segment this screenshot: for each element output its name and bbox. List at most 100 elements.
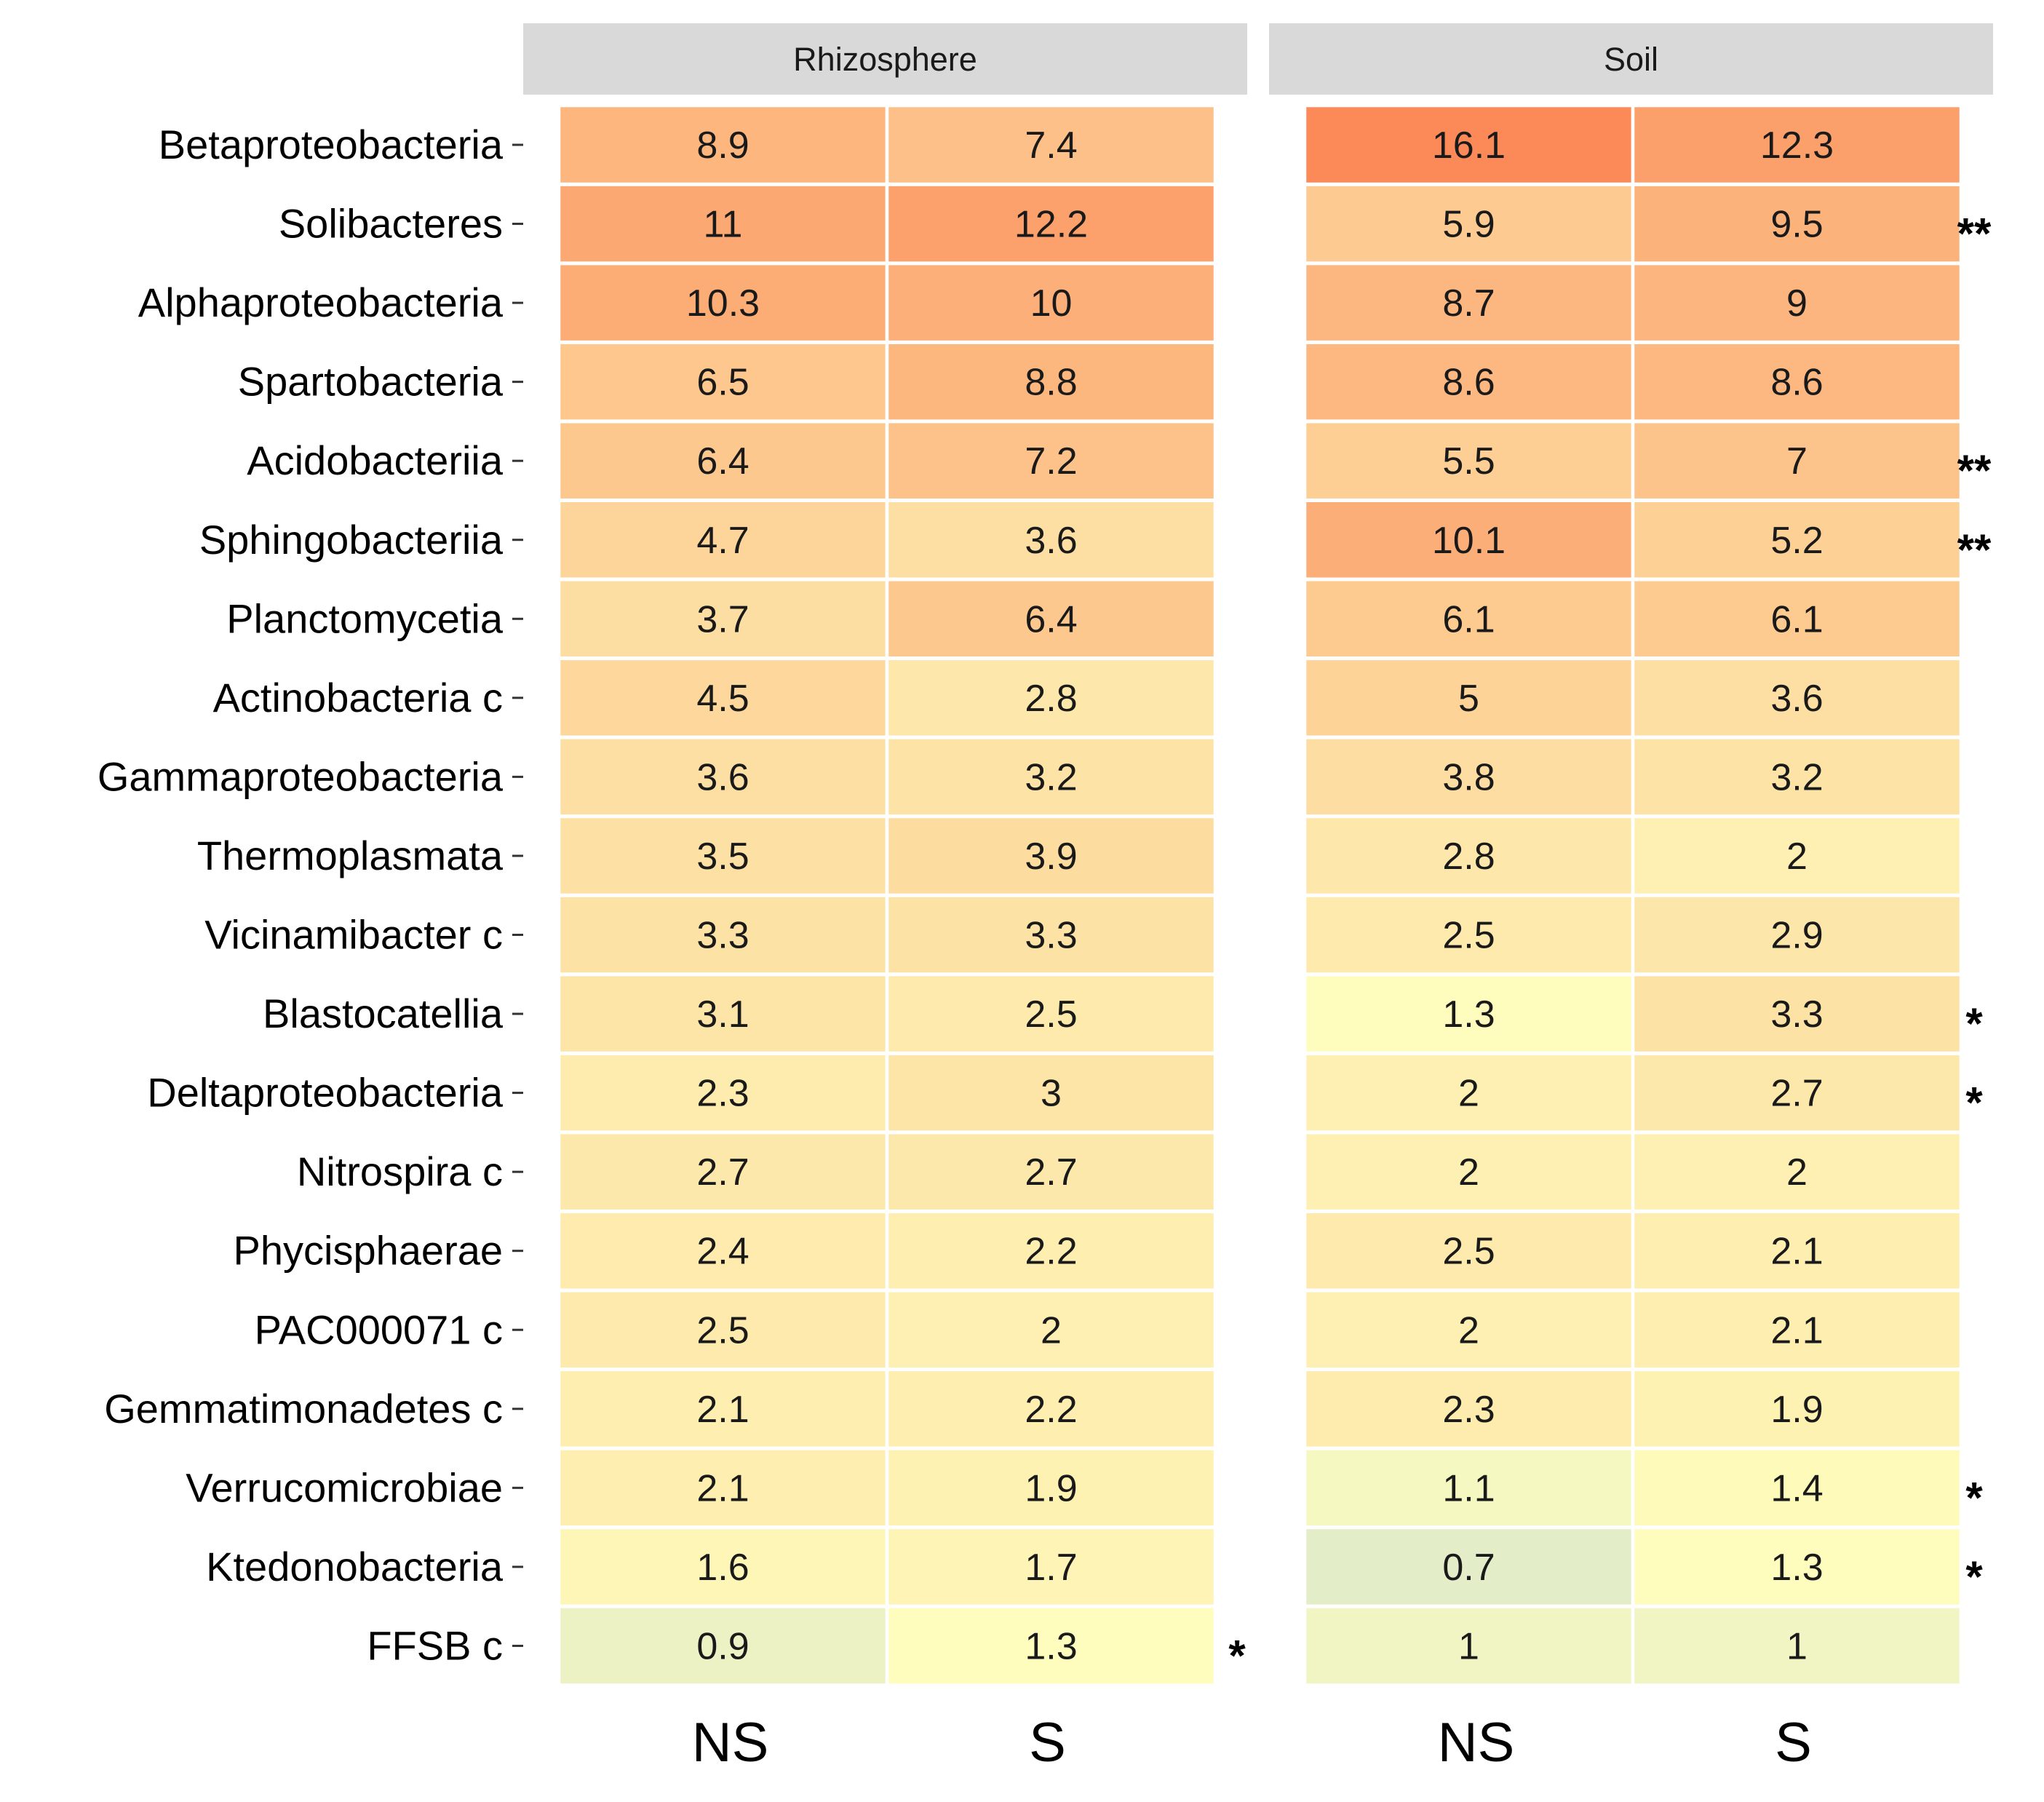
- heatmap-cell: [885, 1447, 1217, 1529]
- row-label: PAC000071 c: [255, 1306, 503, 1352]
- cell-value: 1.6: [696, 1547, 749, 1589]
- heatmap-cell: [1631, 103, 1963, 186]
- cell-value: 3.6: [1025, 520, 1077, 562]
- cell-value: 2.7: [1770, 1073, 1823, 1115]
- heatmap-cell: [885, 103, 1217, 186]
- cell-value: 5: [1458, 678, 1479, 720]
- heatmap-cell: [557, 972, 889, 1055]
- x-tick-label: S: [1775, 1712, 1812, 1774]
- heatmap-cell: [1631, 1525, 1963, 1608]
- facet-strip: [1269, 23, 1993, 95]
- cell-value: 3.6: [1770, 678, 1823, 720]
- row-label: Phycisphaerae: [234, 1228, 503, 1274]
- heatmap-cell: [557, 814, 889, 897]
- cell-value: 4.5: [696, 678, 749, 720]
- cell-value: 2.1: [1770, 1231, 1823, 1273]
- cell-value: 3.3: [696, 915, 749, 957]
- cell-value: 8.6: [1442, 362, 1495, 404]
- cell-value: 10.3: [686, 282, 760, 325]
- heatmap-cell: [1303, 261, 1635, 344]
- cell-value: 1.4: [1770, 1467, 1823, 1509]
- heatmap-cell: [1631, 499, 1963, 581]
- heatmap-cell: [557, 656, 889, 739]
- heatmap-cell: [557, 1052, 889, 1134]
- heatmap-cell: [1303, 894, 1635, 976]
- x-tick-label: NS: [1438, 1712, 1515, 1774]
- cell-value: 1.1: [1442, 1467, 1495, 1509]
- heatmap-cell: [1303, 103, 1635, 186]
- heatmap-cell: [1631, 1447, 1963, 1529]
- cell-value: 8.9: [696, 124, 749, 167]
- heatmap-cell: [1631, 656, 1963, 739]
- row-label: Nitrospira c: [297, 1148, 503, 1194]
- cell-value: 10: [1030, 282, 1073, 325]
- cell-value: 2: [1786, 835, 1808, 878]
- cell-value: 0.9: [696, 1625, 749, 1667]
- cell-value: 3.2: [1025, 756, 1077, 798]
- row-label: Deltaproteobacteria: [147, 1070, 504, 1116]
- row-label: Verrucomicrobiae: [186, 1464, 503, 1510]
- cell-value: 3.3: [1770, 993, 1823, 1036]
- cell-value: 2.7: [696, 1151, 749, 1194]
- heatmap-cell: [885, 1525, 1217, 1608]
- cell-value: 2.4: [696, 1231, 749, 1273]
- significance-marker: **: [1957, 525, 1992, 574]
- row-label: FFSB c: [367, 1622, 503, 1668]
- cell-value: 1.3: [1025, 1625, 1077, 1667]
- row-label: Actinobacteria c: [213, 675, 503, 721]
- heatmap-cell: [1303, 419, 1635, 502]
- facet-strip: [523, 23, 1247, 95]
- row-label: Solibacteres: [279, 201, 503, 247]
- cell-value: 2.5: [696, 1309, 749, 1352]
- heatmap-cell: [557, 578, 889, 660]
- heatmap-cell: [557, 1130, 889, 1213]
- cell-value: 3.6: [696, 756, 749, 798]
- cell-value: 1: [1786, 1625, 1808, 1667]
- cell-value: 1.3: [1442, 993, 1495, 1036]
- heatmap-cell: [557, 419, 889, 502]
- significance-marker: *: [1965, 1473, 1983, 1522]
- row-label: Betaproteobacteria: [159, 122, 504, 167]
- cell-value: 9: [1786, 282, 1808, 325]
- heatmap-cell: [1303, 578, 1635, 660]
- cell-value: 2: [1041, 1309, 1062, 1352]
- cell-value: 3.8: [1442, 756, 1495, 798]
- row-label: Acidobacteriia: [247, 437, 504, 483]
- significance-marker: **: [1957, 210, 1992, 258]
- heatmap-cell: [1631, 341, 1963, 423]
- cell-value: 3: [1041, 1073, 1062, 1115]
- heatmap-cell: [1631, 1368, 1963, 1450]
- cell-value: 11: [704, 204, 743, 246]
- cell-value: 2.2: [1025, 1389, 1077, 1431]
- cell-value: 2.5: [1442, 915, 1495, 957]
- cell-value: 2.8: [1025, 678, 1077, 720]
- heatmap-cell: [885, 1605, 1217, 1687]
- cell-value: 2.8: [1442, 835, 1495, 878]
- significance-marker: *: [1965, 999, 1983, 1048]
- row-label: Ktedonobacteria: [206, 1544, 504, 1589]
- cell-value: 2: [1458, 1073, 1479, 1115]
- heatmap-cell: [885, 499, 1217, 581]
- heatmap-cell: [885, 656, 1217, 739]
- cell-value: 2.1: [696, 1389, 749, 1431]
- cell-value: 3.3: [1025, 915, 1077, 957]
- x-tick-label: NS: [692, 1712, 769, 1774]
- cell-value: 6.4: [1025, 598, 1077, 640]
- cell-value: 5.5: [1442, 440, 1495, 483]
- heatmap-cell: [885, 183, 1217, 265]
- heatmap-cell: [1303, 1052, 1635, 1134]
- heatmap-cell: [885, 341, 1217, 423]
- heatmap-cell: [557, 1447, 889, 1529]
- cell-value: 1.9: [1770, 1389, 1823, 1431]
- cell-value: 12.3: [1760, 124, 1834, 167]
- cell-value: 1.7: [1025, 1547, 1077, 1589]
- cell-value: 7.2: [1025, 440, 1077, 483]
- heatmap-cell: [1303, 1447, 1635, 1529]
- cell-value: 3.5: [696, 835, 749, 878]
- cell-value: 6.5: [696, 362, 749, 404]
- heatmap-cell: [885, 1052, 1217, 1134]
- significance-marker: *: [1228, 1631, 1246, 1680]
- heatmap-cell: [1631, 1210, 1963, 1292]
- heatmap-cell: [1303, 972, 1635, 1055]
